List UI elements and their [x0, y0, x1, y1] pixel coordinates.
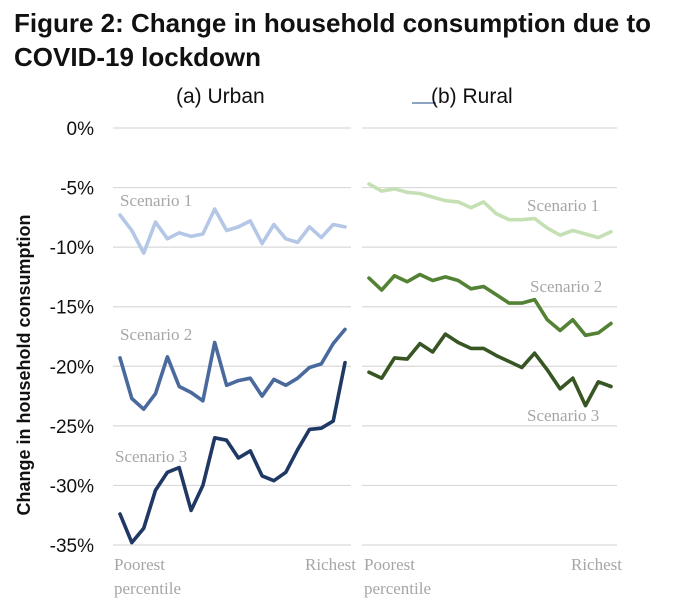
series-label: Scenario 2 [530, 277, 602, 296]
x-label-percentile: percentile [364, 579, 431, 598]
y-tick-label: -35% [50, 536, 94, 557]
series-label: Scenario 1 [527, 196, 599, 215]
series-line [118, 327, 347, 412]
panel-title: (b) Rural [431, 85, 513, 108]
y-tick-label: 0% [67, 119, 95, 140]
x-label-poorest: Poorest [114, 555, 165, 574]
y-tick-label: -25% [50, 417, 94, 438]
y-axis-label: Change in household consumption [14, 215, 34, 516]
x-label-richest: Richest [571, 555, 622, 574]
series-line [367, 272, 613, 338]
series-label: Scenario 2 [120, 325, 192, 344]
x-label-richest: Richest [305, 555, 356, 574]
y-tick-label: -15% [50, 298, 94, 319]
series-line [367, 182, 613, 240]
y-tick-label: -5% [60, 179, 94, 200]
y-tick-label: -30% [50, 476, 94, 497]
series-line [118, 360, 347, 545]
x-label-poorest: Poorest [364, 555, 415, 574]
figure-title: Figure 2: Change in household consumptio… [14, 8, 651, 72]
series-line [367, 332, 613, 408]
x-label-percentile: percentile [114, 579, 181, 598]
series-label: Scenario 3 [527, 406, 599, 425]
series-label: Scenario 1 [120, 191, 192, 210]
y-tick-label: -10% [50, 238, 94, 259]
series-line [118, 207, 347, 255]
series-label: Scenario 3 [115, 447, 187, 466]
panel-title: (a) Urban [176, 85, 265, 108]
y-tick-label: -20% [50, 357, 94, 378]
